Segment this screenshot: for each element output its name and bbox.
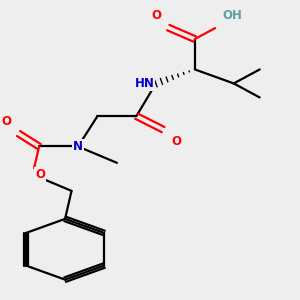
Text: O: O [2, 115, 12, 128]
Text: O: O [35, 168, 45, 181]
Text: OH: OH [222, 8, 242, 22]
Text: HN: HN [134, 77, 154, 90]
Text: O: O [151, 8, 161, 22]
Text: N: N [73, 140, 83, 153]
Text: O: O [171, 135, 181, 148]
